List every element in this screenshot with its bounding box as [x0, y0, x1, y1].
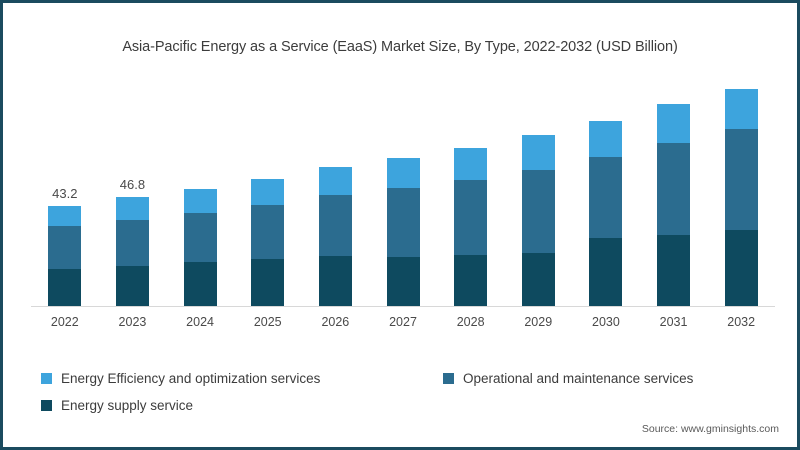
- legend-swatch-icon-operational-maintenance: [443, 373, 454, 384]
- bar-segment: [115, 265, 149, 307]
- legend-label-energy-efficiency: Energy Efficiency and optimization servi…: [61, 371, 321, 386]
- bar-segment: [521, 169, 555, 253]
- chart-title: Asia-Pacific Energy as a Service (EaaS) …: [122, 39, 678, 55]
- bar-segment: [318, 194, 352, 256]
- bar-segment: [386, 187, 420, 257]
- bar-segment: [521, 135, 555, 170]
- bar-segment: [589, 156, 623, 238]
- bar-segment: [724, 89, 758, 130]
- bar-segment: [251, 178, 285, 205]
- x-tick-2022: 2022: [50, 315, 79, 329]
- x-tick-2028: 2028: [456, 315, 485, 329]
- bar-segment: [183, 212, 217, 262]
- bar-segment: [115, 197, 149, 220]
- bar-stack: [318, 167, 352, 307]
- bar-stack: [521, 135, 555, 307]
- legend-label-operational-maintenance: Operational and maintenance services: [463, 371, 694, 386]
- bar-stack: [183, 188, 217, 307]
- x-tick-2026: 2026: [321, 315, 350, 329]
- bar-segment: [657, 234, 691, 307]
- source-attribution: Source: www.gminsights.com: [641, 423, 779, 435]
- bar-segment: [318, 167, 352, 195]
- bar-segment: [318, 255, 352, 307]
- x-tick-2027: 2027: [389, 315, 417, 329]
- legend-item-energy-supply[interactable]: Energy supply service: [41, 398, 193, 413]
- x-tick-2024: 2024: [186, 315, 214, 329]
- bar-segment: [386, 256, 420, 307]
- bar-stack: [724, 89, 758, 307]
- legend-row-2: Energy supply service: [41, 398, 761, 425]
- legend-label-energy-supply: Energy supply service: [61, 398, 194, 413]
- bar-segment: [251, 258, 285, 307]
- bar-stack: [115, 197, 149, 307]
- x-tick-2023: 2023: [118, 315, 147, 329]
- x-tick-2031: 2031: [659, 315, 688, 329]
- bar-stack: [386, 158, 420, 307]
- x-tick-2032: 2032: [727, 315, 756, 329]
- bar-stack: [454, 148, 488, 307]
- x-axis-line: [31, 306, 775, 307]
- bar-segment: [724, 229, 758, 307]
- bar-segment: [48, 268, 82, 307]
- plot-area: [31, 73, 775, 307]
- legend-swatch-icon-energy-supply: [41, 400, 52, 411]
- bar-segment: [48, 205, 82, 226]
- bar-segment: [386, 158, 420, 188]
- bar-stack: [48, 205, 82, 307]
- bar-segment: [183, 188, 217, 213]
- bar-segment: [48, 225, 82, 269]
- x-tick-2025: 2025: [253, 315, 282, 329]
- bar-segment: [115, 219, 149, 266]
- data-label-2023: 46.8: [119, 177, 146, 193]
- bar-segment: [589, 121, 623, 157]
- legend-item-operational-maintenance[interactable]: Operational and maintenance services: [443, 371, 693, 386]
- data-label-2022: 43.2: [52, 185, 78, 201]
- bar-segment: [183, 261, 217, 307]
- bar-segment: [589, 237, 623, 307]
- x-tick-2030: 2030: [592, 315, 620, 329]
- bar-segment: [454, 179, 488, 255]
- bar-segment: [724, 129, 758, 230]
- bar-segment: [454, 148, 488, 180]
- x-tick-2029: 2029: [524, 315, 553, 329]
- legend-swatch-icon-energy-efficiency: [41, 373, 52, 384]
- legend-row-1: Energy Efficiency and optimization servi…: [41, 371, 761, 398]
- chart-legend: Energy Efficiency and optimization servi…: [41, 371, 761, 425]
- bar-stack: [657, 104, 691, 307]
- bar-segment: [454, 254, 488, 307]
- bar-segment: [521, 252, 555, 307]
- legend-item-energy-efficiency[interactable]: Energy Efficiency and optimization servi…: [41, 371, 320, 386]
- bar-segment: [657, 142, 691, 235]
- bar-stack: [251, 178, 285, 307]
- bar-segment: [657, 104, 691, 143]
- bar-segment: [251, 204, 285, 259]
- bar-stack: [589, 121, 623, 307]
